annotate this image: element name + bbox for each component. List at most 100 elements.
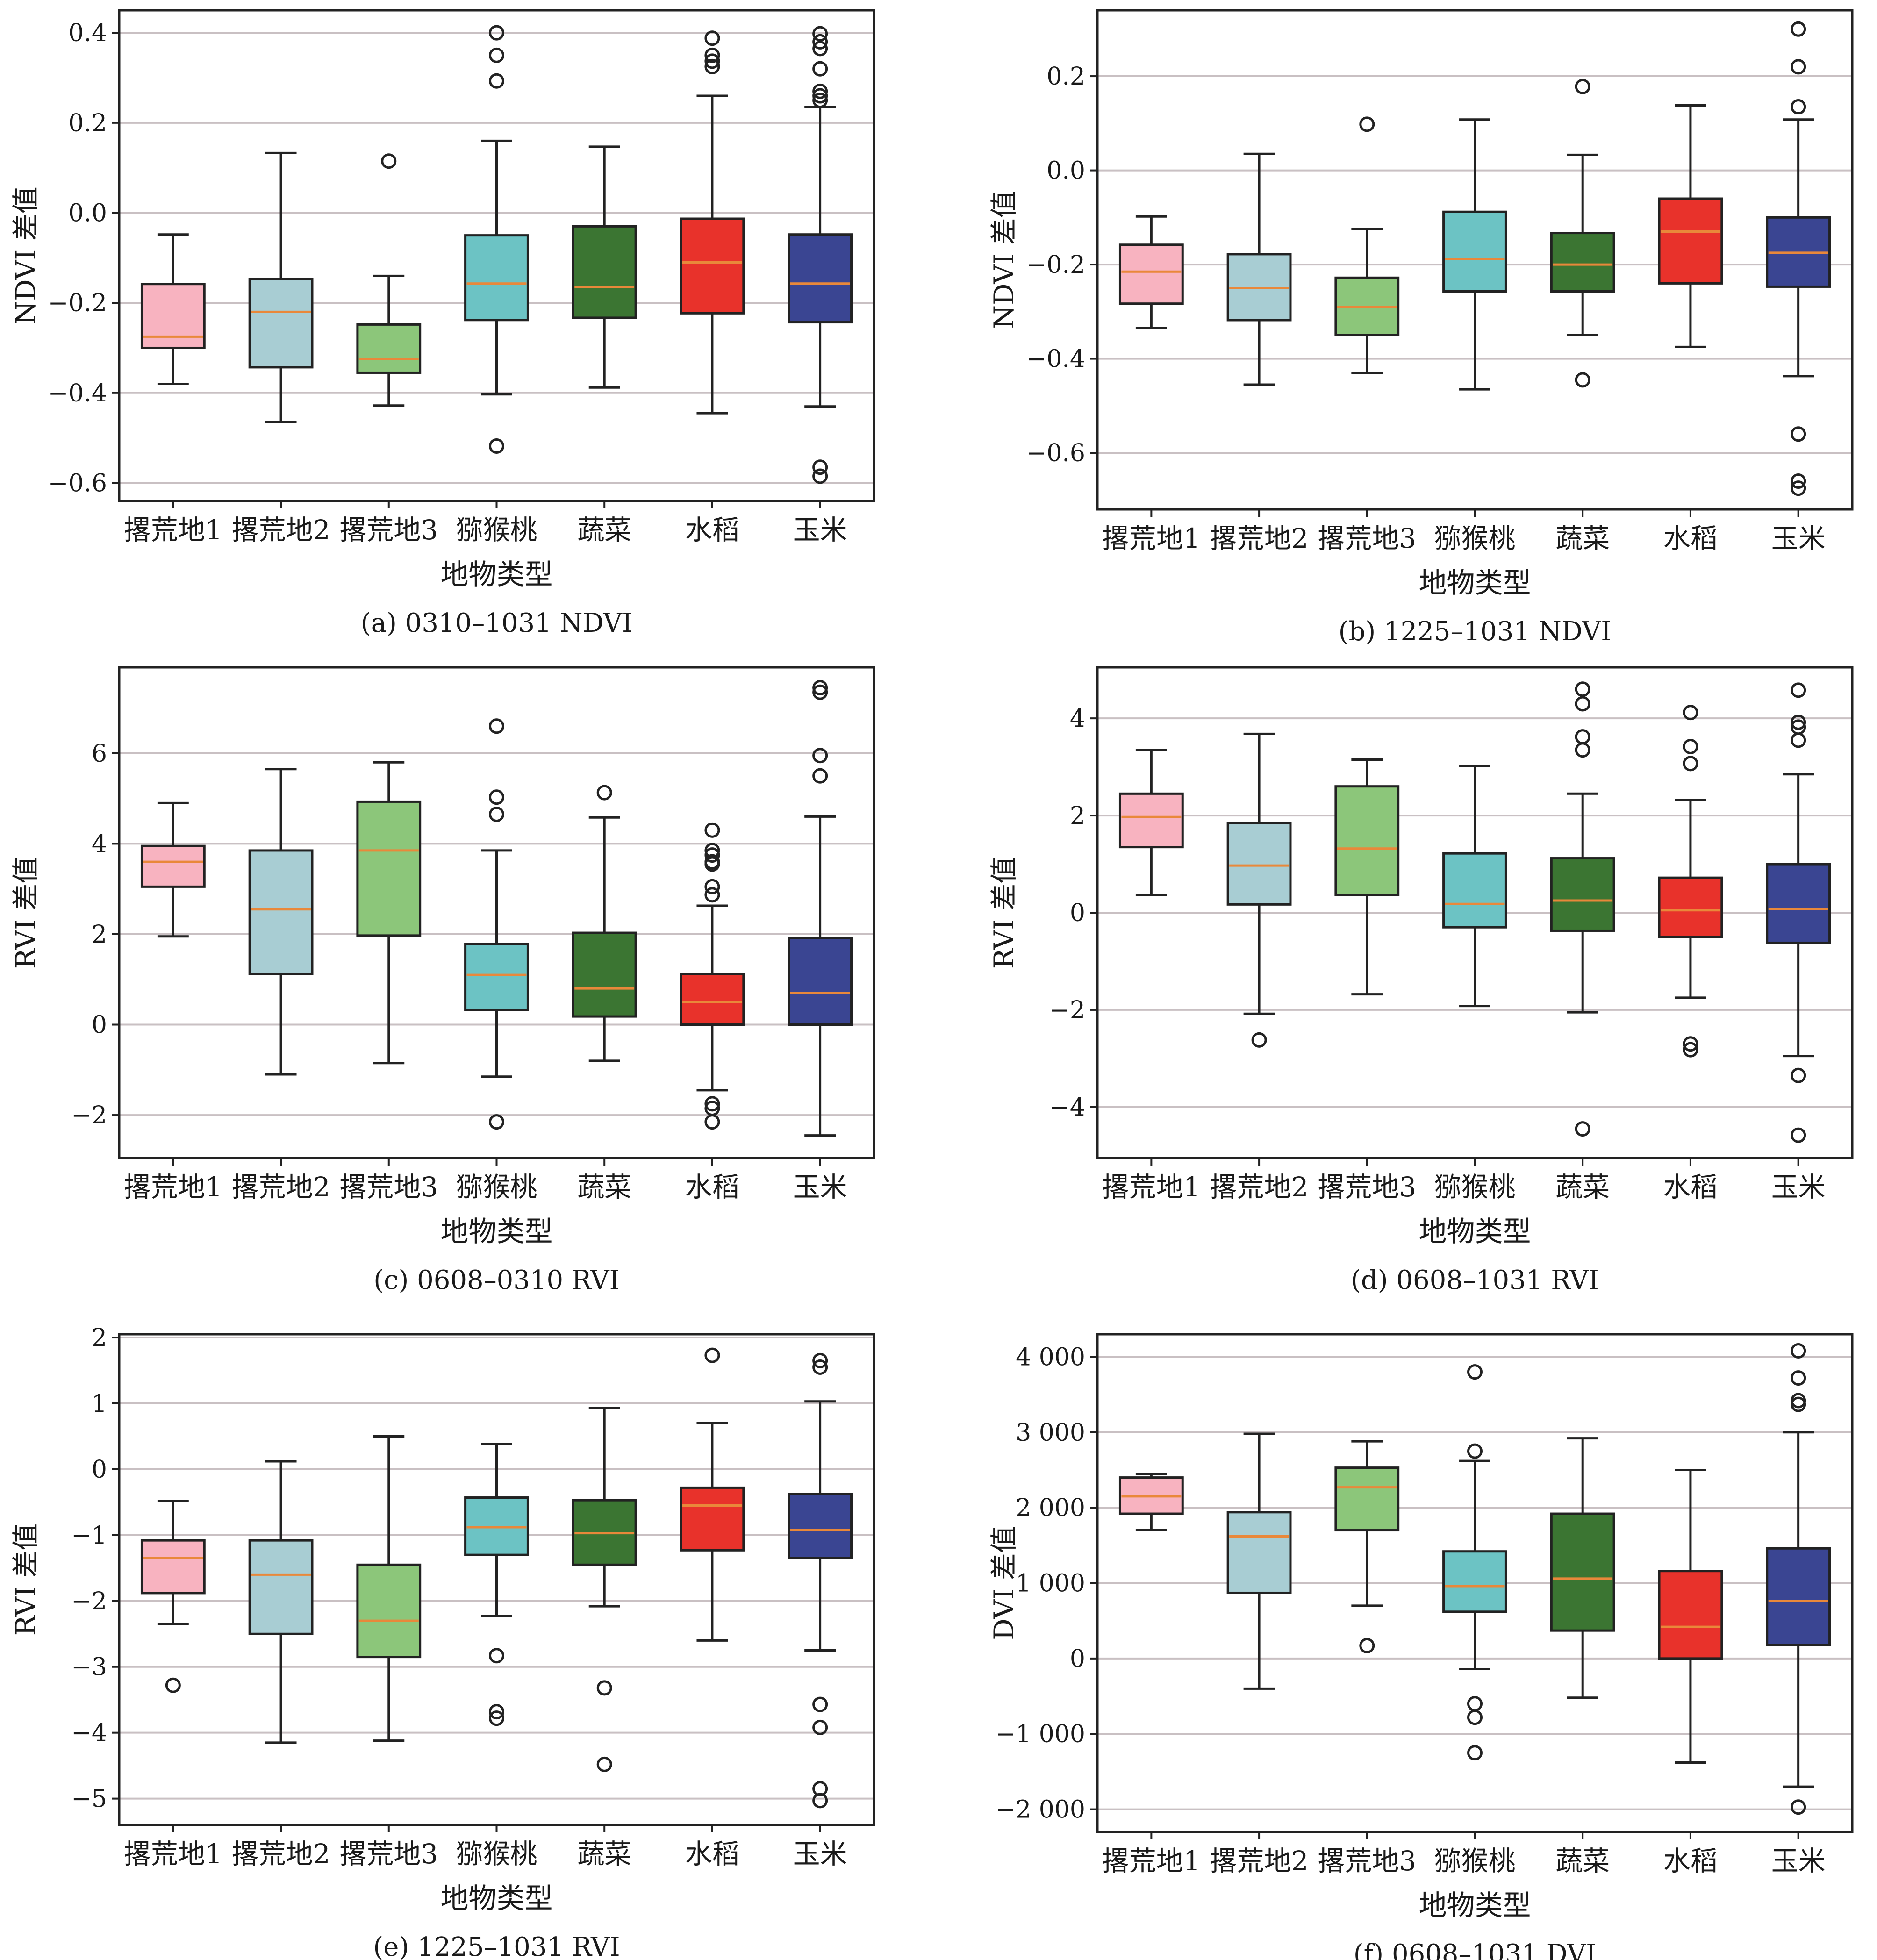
x-tick-label: 撂荒地3 (339, 1838, 438, 1870)
outlier-point (489, 73, 504, 89)
x-axis-label: 地物类型 (441, 558, 553, 591)
y-tick-label: −2 (71, 1588, 107, 1616)
box-6 (788, 26, 853, 484)
outlier-point (812, 34, 828, 50)
x-axis-label: 地物类型 (441, 1882, 553, 1915)
outlier-point (596, 1756, 612, 1772)
box-body (1334, 1466, 1400, 1532)
box-0 (1118, 749, 1184, 896)
x-tick-label: 撂荒地1 (1102, 522, 1201, 554)
box-body (140, 1539, 206, 1595)
y-tick-label: −4 (1049, 1094, 1085, 1122)
chart-panel-f: −2 000 −1 000 0 1 000 2 000 3 000 4 000 撂荒地1 撂荒地… (988, 1333, 1854, 1960)
outlier-point (1251, 1032, 1267, 1048)
box-body (572, 931, 637, 1018)
box-2 (1334, 758, 1400, 996)
box-3 (1442, 765, 1507, 1008)
outlier-point (489, 47, 504, 63)
chart-caption: (d) 0608–1031 RVI (1351, 1265, 1599, 1295)
plot-frame (1096, 666, 1854, 1159)
box-4 (572, 1407, 637, 1772)
x-tick-label: 撂荒地3 (339, 1171, 438, 1203)
outlier-point (1791, 473, 1806, 489)
box-body (140, 283, 206, 349)
outlier-point (1791, 714, 1806, 730)
box-body (248, 849, 314, 975)
x-tick-label: 撂荒地1 (124, 1838, 222, 1870)
outlier-point (812, 1359, 828, 1375)
box-3 (464, 1443, 529, 1726)
box-4 (1550, 79, 1615, 388)
outlier-point (1791, 1396, 1806, 1412)
x-tick-label: 撂荒地3 (339, 514, 438, 546)
box-body (1442, 210, 1507, 293)
outlier-point (1791, 99, 1806, 115)
box-5 (1658, 104, 1723, 348)
chart-panel-b: −0.6 −0.4 −0.2 0.0 0.2 撂荒地1 撂荒地2 撂荒地3 猕猴桃 蔬菜 水稻 玉米地… (988, 9, 1854, 647)
box-1 (1226, 732, 1292, 1048)
x-tick-label: 水稻 (1663, 1171, 1718, 1203)
outlier-point (812, 1793, 828, 1809)
outlier-point (812, 680, 828, 696)
y-tick-label: 0 (1070, 1645, 1085, 1673)
box-4 (1550, 1437, 1615, 1699)
y-tick-label: 4 000 (1016, 1343, 1085, 1371)
x-tick-label: 蔬菜 (1555, 522, 1610, 554)
box-1 (1226, 152, 1292, 386)
y-tick-label: 1 000 (1016, 1570, 1085, 1598)
box-body (140, 844, 206, 888)
y-tick-label: 0.2 (1046, 63, 1085, 91)
y-tick-label: 0 (92, 1456, 107, 1484)
y-tick-label: −2 (1049, 996, 1085, 1024)
y-tick-label: 0 (1070, 899, 1085, 927)
outlier-point (704, 887, 720, 903)
outlier-point (1575, 1121, 1590, 1137)
outlier-point (1467, 1443, 1483, 1459)
outlier-point (1791, 59, 1806, 75)
box-body (788, 1493, 853, 1559)
box-body (1550, 1512, 1615, 1632)
y-tick-label: 3 000 (1016, 1419, 1085, 1447)
outlier-point (812, 748, 828, 764)
box-body (356, 800, 422, 937)
box-body (1766, 1547, 1831, 1646)
box-body (1226, 1511, 1292, 1594)
x-tick-label: 玉米 (793, 1171, 847, 1203)
outlier-point (812, 61, 828, 77)
plot-frame (1096, 9, 1854, 511)
chart-caption: (c) 0608–0310 RVI (373, 1265, 619, 1295)
outlier-point (812, 88, 828, 104)
x-tick-label: 撂荒地2 (1210, 522, 1309, 554)
outlier-point (704, 1347, 720, 1363)
box-4 (572, 145, 637, 389)
box-body (1658, 1570, 1723, 1660)
x-tick-label: 猕猴桃 (1434, 522, 1515, 554)
x-tick-label: 猕猴桃 (1434, 1171, 1515, 1203)
outlier-point (812, 684, 828, 700)
y-tick-label: 2 (92, 1324, 107, 1352)
x-tick-label: 撂荒地1 (1102, 1845, 1201, 1877)
y-tick-label: 0.0 (1046, 157, 1085, 185)
box-6 (788, 1352, 853, 1809)
x-tick-label: 水稻 (685, 1171, 739, 1203)
x-axis-label: 地物类型 (1419, 567, 1531, 600)
box-body (680, 217, 745, 315)
x-axis-label: 地物类型 (1419, 1889, 1531, 1922)
outlier-point (1791, 480, 1806, 496)
box-body (464, 943, 529, 1011)
y-tick-label: −1 000 (996, 1720, 1085, 1748)
box-5 (1658, 705, 1723, 1058)
y-tick-label: 0.0 (68, 199, 107, 227)
box-body (1118, 792, 1184, 849)
outlier-point (489, 718, 504, 734)
outlier-point (165, 1677, 181, 1693)
x-tick-label: 撂荒地1 (124, 514, 222, 546)
outlier-point (1683, 756, 1698, 772)
box-3 (1442, 1364, 1507, 1761)
y-tick-label: −5 (71, 1785, 107, 1813)
outlier-point (489, 1648, 504, 1664)
x-tick-label: 撂荒地3 (1318, 522, 1416, 554)
